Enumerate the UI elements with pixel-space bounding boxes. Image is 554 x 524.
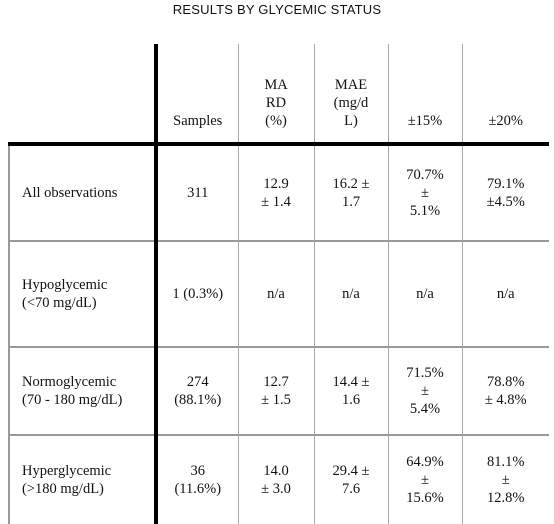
- cell-line: 1.7: [341, 194, 361, 210]
- samples-cell: 274 (88.1%): [154, 347, 238, 435]
- samples-cell: 36 (11.6%): [154, 435, 238, 524]
- header-mard: MA RD (%): [237, 44, 314, 144]
- pm15-cell: 70.7% ±5.1%: [387, 144, 462, 241]
- cell-line: 1.6: [341, 392, 361, 408]
- mard-cell: 14.0 ± 3.0: [237, 435, 314, 524]
- header-pm20: ±20%: [461, 44, 549, 144]
- cell-line: ± 3.0: [261, 481, 291, 497]
- cell-line: 7.6: [341, 481, 361, 497]
- cell-line: 71.5%: [406, 365, 444, 381]
- cell-line: (88.1%): [174, 392, 222, 408]
- cell-line: 311: [187, 185, 209, 201]
- row-label-line: Hyperglycemic: [22, 463, 112, 479]
- results-table: Samples MA RD (%) MAE (mg/d L) ±15% ±20%…: [8, 44, 549, 524]
- pm20-cell: n/a: [461, 241, 549, 347]
- mae-cell: 14.4 ± 1.6: [313, 347, 388, 435]
- header-mard-line: (%): [265, 113, 287, 129]
- cell-line: 78.8%: [487, 374, 525, 390]
- pm15-cell: 71.5% ±5.4%: [387, 347, 462, 435]
- row-label: Normoglycemic (70 - 180 mg/dL): [8, 347, 156, 435]
- cell-line: 29.4 ±: [332, 463, 370, 479]
- row-label-line: Normoglycemic: [22, 374, 117, 390]
- row-label-line: Hypoglycemic: [22, 277, 108, 293]
- pm15-cell: 64.9% ±15.6%: [387, 435, 462, 524]
- header-samples: Samples: [154, 44, 238, 144]
- mard-cell: 12.7 ± 1.5: [237, 347, 314, 435]
- cell-line: n/a: [496, 286, 515, 302]
- cell-line: 14.0: [263, 463, 289, 479]
- mae-cell: 16.2 ± 1.7: [313, 144, 388, 241]
- cell-line: 36: [190, 463, 206, 479]
- cell-line: ± 1.5: [261, 392, 291, 408]
- mae-cell: 29.4 ± 7.6: [313, 435, 388, 524]
- cell-line: 81.1%: [487, 454, 525, 470]
- table-row: Hypoglycemic (<70 mg/dL) 1 (0.3%) n/a n/a…: [8, 241, 549, 347]
- cell-line: 64.9%: [406, 454, 444, 470]
- cell-line: 5.4%: [409, 401, 441, 417]
- cell-line: 14.4 ±: [332, 374, 370, 390]
- cell-line: 274: [186, 374, 209, 390]
- pm20-cell: 79.1% ±4.5%: [461, 144, 549, 241]
- pm20-cell: 81.1% ±12.8%: [461, 435, 549, 524]
- header-row: Samples MA RD (%) MAE (mg/d L) ±15% ±20%: [9, 44, 549, 144]
- samples-cell: 1 (0.3%): [154, 241, 238, 347]
- table-row: Normoglycemic (70 - 180 mg/dL) 274 (88.1%)…: [8, 347, 549, 435]
- cell-line: ±: [421, 472, 429, 488]
- cell-line: ±: [421, 383, 429, 399]
- cell-line: 16.2 ±: [332, 176, 370, 192]
- cell-line: n/a: [267, 286, 285, 302]
- cell-line: ±: [501, 472, 510, 488]
- cell-line: 15.6%: [406, 490, 444, 506]
- cell-line: 1 (0.3%): [172, 286, 224, 302]
- header-mae-line: L): [344, 113, 358, 129]
- cell-line: 12.9: [263, 176, 289, 192]
- header-mae-line: (mg/d: [333, 95, 369, 111]
- header-mae: MAE (mg/d L): [313, 44, 388, 144]
- row-label-line: (<70 mg/dL): [22, 295, 97, 311]
- cell-line: n/a: [416, 286, 434, 302]
- cell-line: 79.1%: [487, 176, 525, 192]
- header-pm15: ±15%: [387, 44, 462, 144]
- mard-cell: 12.9 ± 1.4: [237, 144, 314, 241]
- row-label-line: (>180 mg/dL): [22, 481, 104, 497]
- table-title: RESULTS BY GLYCEMIC STATUS: [172, 2, 382, 17]
- cell-line: ±: [421, 185, 429, 201]
- row-label: Hyperglycemic (>180 mg/dL): [8, 435, 156, 524]
- row-label-line: (70 - 180 mg/dL): [22, 392, 123, 408]
- mae-cell: n/a: [313, 241, 388, 347]
- row-label: All observations: [8, 144, 156, 241]
- pm20-cell: 78.8% ± 4.8%: [461, 347, 549, 435]
- mard-cell: n/a: [237, 241, 314, 347]
- table-row: Hyperglycemic (>180 mg/dL) 36 (11.6%) 14.0…: [8, 435, 549, 524]
- cell-line: 70.7%: [406, 167, 444, 183]
- cell-line: ±4.5%: [486, 194, 525, 210]
- cell-line: ± 1.4: [261, 194, 291, 210]
- cell-line: 12.8%: [487, 490, 525, 506]
- samples-cell: 311: [154, 144, 238, 241]
- cell-line: 12.7: [263, 374, 289, 390]
- table-row: All observations 311 12.9 ± 1.4 16.2 ± 1.7…: [8, 144, 549, 241]
- cell-line: n/a: [342, 286, 360, 302]
- cell-line: ± 4.8%: [484, 392, 527, 408]
- row-label-line: All observations: [22, 185, 118, 201]
- header-mard-line: MA: [264, 77, 288, 93]
- cell-line: 5.1%: [409, 203, 441, 219]
- header-mard-line: RD: [265, 95, 287, 111]
- row-label: Hypoglycemic (<70 mg/dL): [8, 241, 156, 347]
- pm15-cell: n/a: [387, 241, 462, 347]
- header-mae-line: MAE: [334, 77, 368, 93]
- header-label: [9, 44, 156, 144]
- cell-line: (11.6%): [174, 481, 222, 497]
